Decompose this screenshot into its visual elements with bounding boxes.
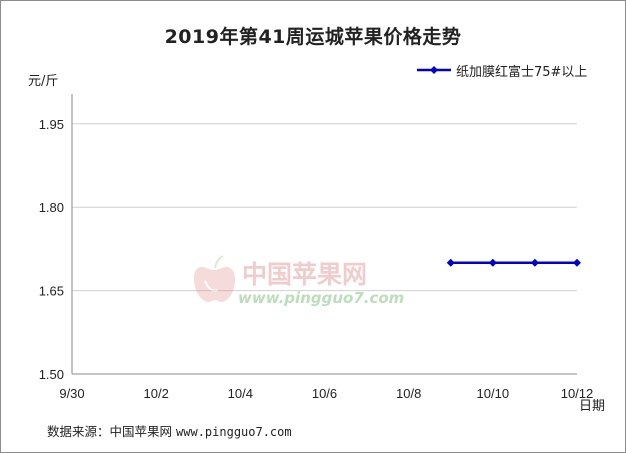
x-tick-label: 10/12 <box>561 386 594 401</box>
y-axis-label: 元/斤 <box>28 74 59 89</box>
y-tick-label: 1.50 <box>39 367 64 382</box>
watermark-text: 中国苹果网 <box>242 260 367 289</box>
legend-label: 纸加膜红富士75#以上 <box>456 64 588 80</box>
data-point <box>446 258 455 267</box>
x-axis-label: 日期 <box>579 399 606 414</box>
source-name: 中国苹果网 <box>109 424 173 439</box>
watermark: 中国苹果网 www.pingguo7.com <box>193 255 404 307</box>
y-tick-label: 1.95 <box>39 117 64 132</box>
x-tick-label: 10/6 <box>312 386 337 401</box>
legend-marker <box>417 66 451 74</box>
x-tick-label: 10/10 <box>477 386 510 401</box>
watermark-url: www.pingguo7.com <box>238 289 404 307</box>
data-point <box>488 258 497 267</box>
source-label: 数据来源： <box>47 424 110 439</box>
x-tick-label: 9/30 <box>59 386 84 401</box>
watermark-apple-icon <box>193 255 236 302</box>
chart-title: 2019年第41周运城苹果价格走势 <box>164 26 462 48</box>
legend: 纸加膜红富士75#以上 <box>416 61 588 80</box>
y-tick-label: 1.65 <box>39 284 64 299</box>
x-tick-label: 10/4 <box>228 386 253 401</box>
data-source: 数据来源：中国苹果网 www.pingguo7.com <box>47 421 292 440</box>
y-tick-label: 1.80 <box>39 200 64 215</box>
x-tick-label: 10/2 <box>144 386 169 401</box>
x-tick-label: 10/8 <box>396 386 421 401</box>
data-point <box>530 258 539 267</box>
data-point <box>573 258 581 267</box>
source-url: www.pingguo7.com <box>176 425 292 439</box>
